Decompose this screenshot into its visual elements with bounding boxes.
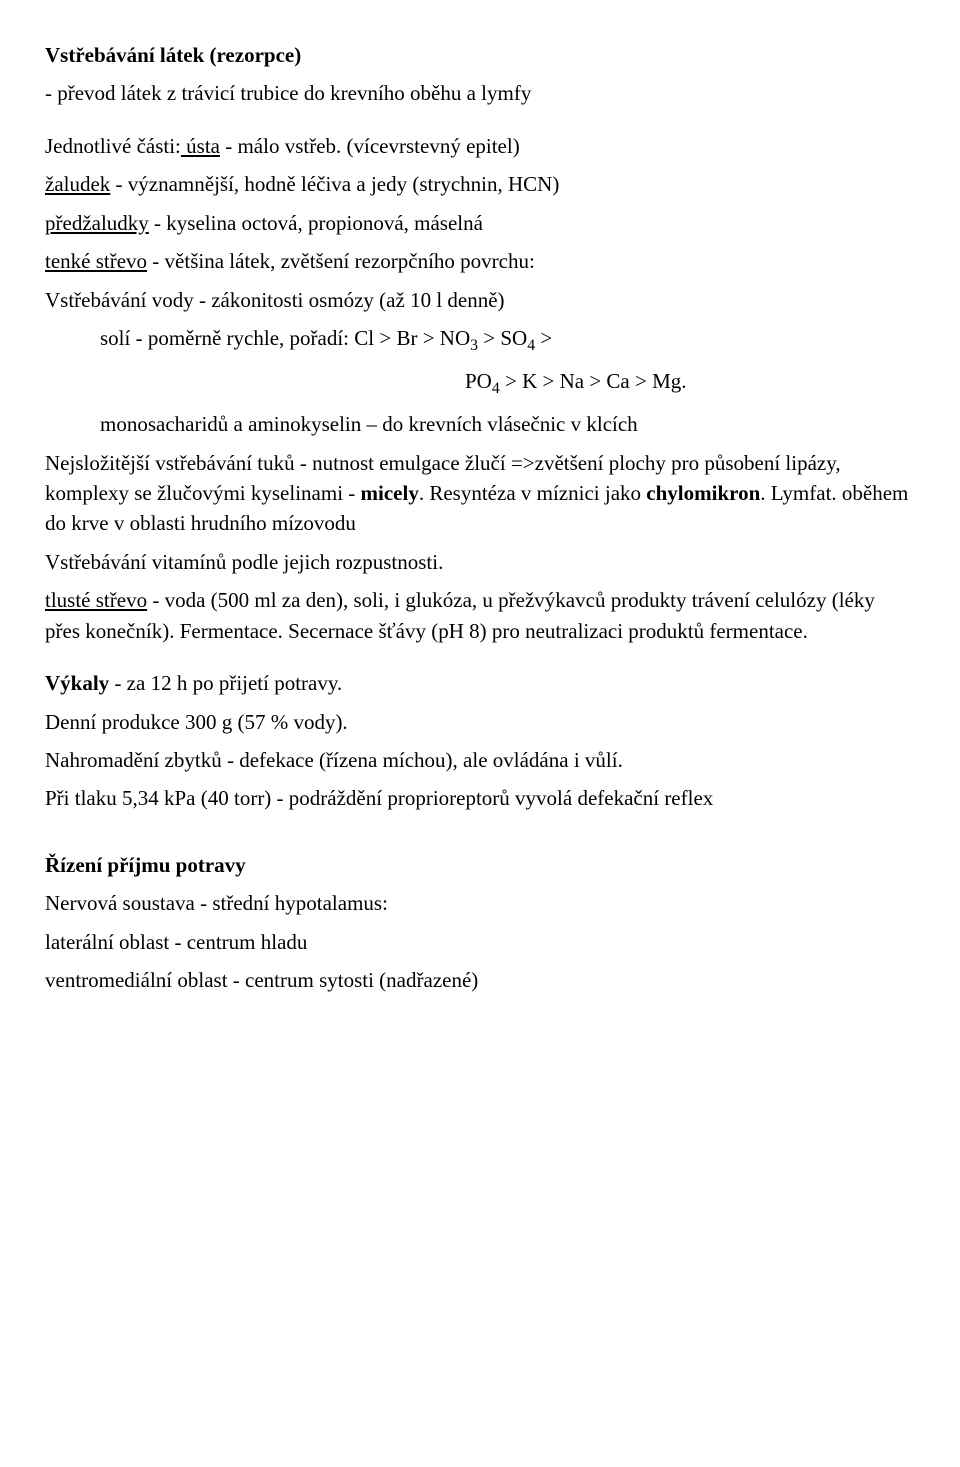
soli-mid2: > <box>535 326 552 350</box>
po4-rest: > K > Na > Ca > Mg. <box>500 369 687 393</box>
soli-mid1: > SO <box>478 326 527 350</box>
title-bold: Vstřebávání látek (rezorpce) <box>45 43 301 67</box>
parts-label: Jednotlivé části: <box>45 134 181 158</box>
po4-line: PO4 > K > Na > Ca > Mg. <box>45 366 915 401</box>
pri-tlaku-line: Při tlaku 5,34 kPa (40 torr) - podrážděn… <box>45 783 915 813</box>
denni-prod-line: Denní produkce 300 g (57 % vody). <box>45 707 915 737</box>
tenke-rest: - většina látek, zvětšení rezorpčního po… <box>147 249 535 273</box>
resynteza-mid: . Resyntéza v míznici jako <box>419 481 646 505</box>
tenke-line: tenké střevo - většina látek, zvětšení r… <box>45 246 915 276</box>
vykaly-bold: Výkaly <box>45 671 109 695</box>
vstr-vody-line: Vstřebávání vody - zákonitosti osmózy (a… <box>45 285 915 315</box>
po4-pre: PO <box>465 369 492 393</box>
tenke-underline: tenké střevo <box>45 249 147 273</box>
usta-rest: - málo vstřeb. (vícevrstevný epitel) <box>220 134 520 158</box>
title-line: Vstřebávání látek (rezorpce) <box>45 40 915 70</box>
soli-sub1: 3 <box>470 337 478 354</box>
zaludek-rest: - významnější, hodně léčiva a jedy (stry… <box>110 172 559 196</box>
po4-sub: 4 <box>492 380 500 397</box>
rizeni-heading: Řízení příjmu potravy <box>45 850 915 880</box>
vykaly-rest: - za 12 h po přijetí potravy. <box>109 671 342 695</box>
predzaludky-underline: předžaludky <box>45 211 149 235</box>
vitaminy-line: Vstřebávání vitamínů podle jejich rozpus… <box>45 547 915 577</box>
predzaludky-line: předžaludky - kyselina octová, propionov… <box>45 208 915 238</box>
tuky-block: Nejsložitější vstřebávání tuků - nutnost… <box>45 448 915 539</box>
zaludek-underline: žaludek <box>45 172 110 196</box>
subtitle-line: - převod látek z trávicí trubice do krev… <box>45 78 915 108</box>
soli-line: solí - poměrně rychle, pořadí: Cl > Br >… <box>45 323 915 358</box>
soli-sub2: 4 <box>527 337 535 354</box>
zaludek-line: žaludek - významnější, hodně léčiva a je… <box>45 169 915 199</box>
usta-underline: ústa <box>181 134 220 158</box>
parts-usta-line: Jednotlivé části: ústa - málo vstřeb. (v… <box>45 131 915 161</box>
soli-pre: solí - poměrně rychle, pořadí: Cl > Br >… <box>100 326 470 350</box>
tluste-rest: - voda (500 ml za den), soli, i glukóza,… <box>45 588 875 642</box>
vykaly-line: Výkaly - za 12 h po přijetí potravy. <box>45 668 915 698</box>
predzaludky-rest: - kyselina octová, propionová, máselná <box>149 211 483 235</box>
chylomikron-bold: chylomikron <box>646 481 760 505</box>
rizeni-bold: Řízení příjmu potravy <box>45 853 246 877</box>
tluste-underline: tlusté střevo <box>45 588 147 612</box>
nervova-line: Nervová soustava - střední hypotalamus: <box>45 888 915 918</box>
nahromadeni-line: Nahromadění zbytků - defekace (řízena mí… <box>45 745 915 775</box>
lateralni-line: laterální oblast - centrum hladu <box>45 927 915 957</box>
monosach-line: monosacharidů a aminokyselin – do krevní… <box>45 409 915 439</box>
ventromed-line: ventromediální oblast - centrum sytosti … <box>45 965 915 995</box>
micely-bold: micely <box>361 481 419 505</box>
tluste-block: tlusté střevo - voda (500 ml za den), so… <box>45 585 915 646</box>
